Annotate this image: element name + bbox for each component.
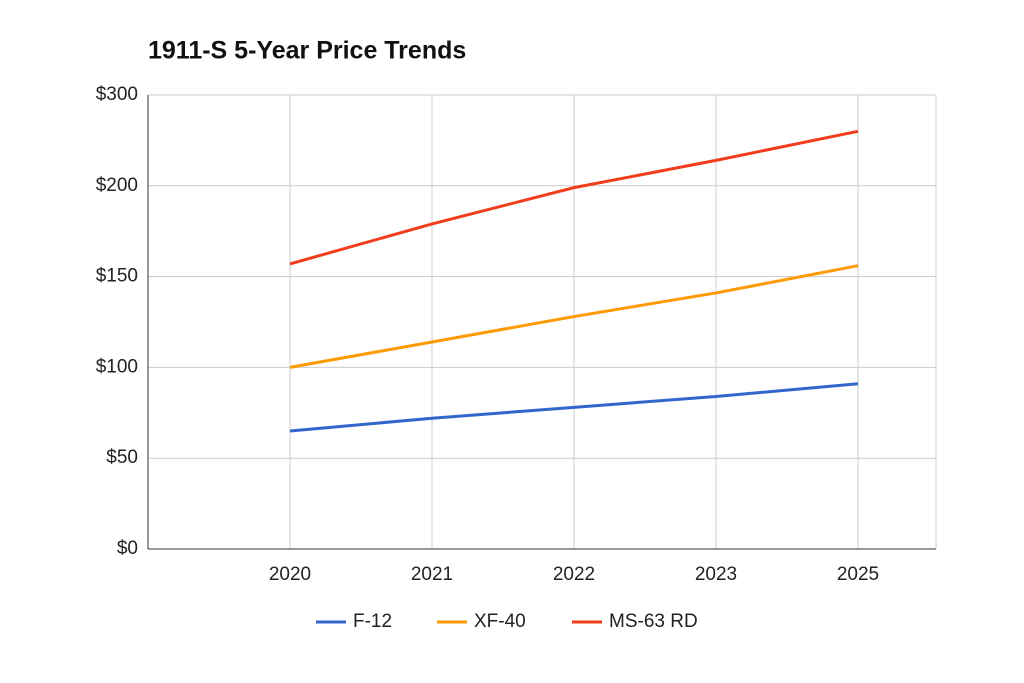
y-tick-label: $100 bbox=[96, 356, 138, 377]
y-tick-label: $200 bbox=[96, 175, 138, 196]
series-line bbox=[289, 382, 859, 433]
legend-label: MS-63 RD bbox=[609, 611, 698, 632]
legend-label: F-12 bbox=[353, 611, 392, 632]
x-tick-label: 2023 bbox=[695, 564, 737, 585]
series-line bbox=[289, 129, 859, 266]
y-tick-label: $300 bbox=[96, 84, 138, 105]
legend-label: XF-40 bbox=[474, 611, 526, 632]
y-tick-label: $150 bbox=[96, 266, 138, 287]
x-tick-label: 2020 bbox=[269, 564, 311, 585]
chart-title: 1911-S 5-Year Price Trends bbox=[148, 37, 466, 65]
x-tick-label: 2021 bbox=[411, 564, 453, 585]
series-line bbox=[289, 264, 859, 369]
x-tick-label: 2022 bbox=[553, 564, 595, 585]
x-tick-label: 2025 bbox=[837, 564, 879, 585]
y-tick-label: $0 bbox=[117, 538, 138, 559]
y-tick-label: $50 bbox=[106, 447, 138, 468]
